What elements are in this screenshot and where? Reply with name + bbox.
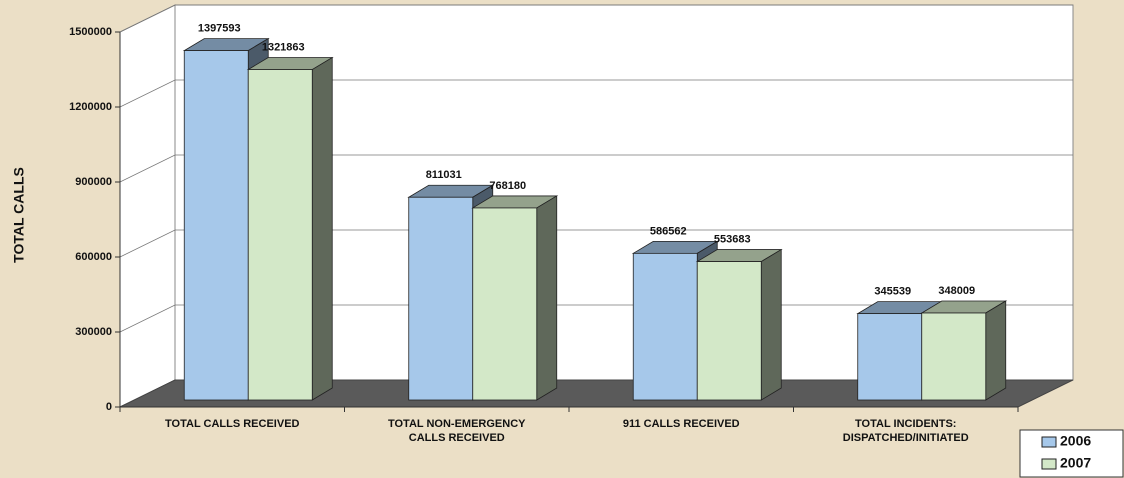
y-tick-label: 600000 <box>75 251 112 263</box>
x-tick-label: TOTAL INCIDENTS: DISPATCHED/INITIATED <box>843 418 969 444</box>
legend-label: 2006 <box>1060 433 1091 449</box>
y-tick-label: 300000 <box>75 326 112 338</box>
legend-box <box>1019 429 1124 478</box>
value-label: 811031 <box>426 169 462 181</box>
grid-line <box>119 79 1073 108</box>
legend-label: 2007 <box>1060 455 1091 471</box>
bar <box>472 207 538 401</box>
x-tick-label: TOTAL NON-EMERGENCY CALLS RECEIVED <box>388 418 526 444</box>
value-label: 586562 <box>650 225 687 237</box>
bar <box>183 50 249 401</box>
bar <box>696 261 762 401</box>
y-tick-label: 1500000 <box>69 26 112 38</box>
value-label: 1397593 <box>198 23 241 35</box>
grid-line <box>119 4 1073 33</box>
x-tick-label: TOTAL CALLS RECEIVED <box>165 418 300 430</box>
bar <box>247 69 313 401</box>
y-axis-label: TOTAL CALLS <box>11 167 27 263</box>
value-label: 345539 <box>874 286 911 298</box>
bar-side <box>311 56 333 401</box>
y-tick-label: 1200000 <box>69 101 112 113</box>
grid-line <box>119 229 1073 258</box>
x-tick-label: 911 CALLS RECEIVED <box>623 418 740 430</box>
y-tick-label: 900000 <box>75 176 112 188</box>
legend-swatch <box>1041 436 1057 448</box>
value-label: 348009 <box>938 285 975 297</box>
grid-line <box>119 154 1073 183</box>
bar <box>632 252 698 401</box>
y-tick-label: 0 <box>106 401 112 413</box>
value-label: 768180 <box>489 180 526 192</box>
value-label: 1321863 <box>262 41 305 53</box>
bar <box>408 196 474 401</box>
bar-side <box>760 248 782 401</box>
bar-side <box>985 300 1007 401</box>
bar <box>857 313 923 401</box>
side-wall <box>119 4 176 408</box>
legend-swatch <box>1041 458 1057 470</box>
bar-side <box>536 195 558 401</box>
value-label: 553683 <box>714 233 751 245</box>
bar <box>921 312 987 401</box>
